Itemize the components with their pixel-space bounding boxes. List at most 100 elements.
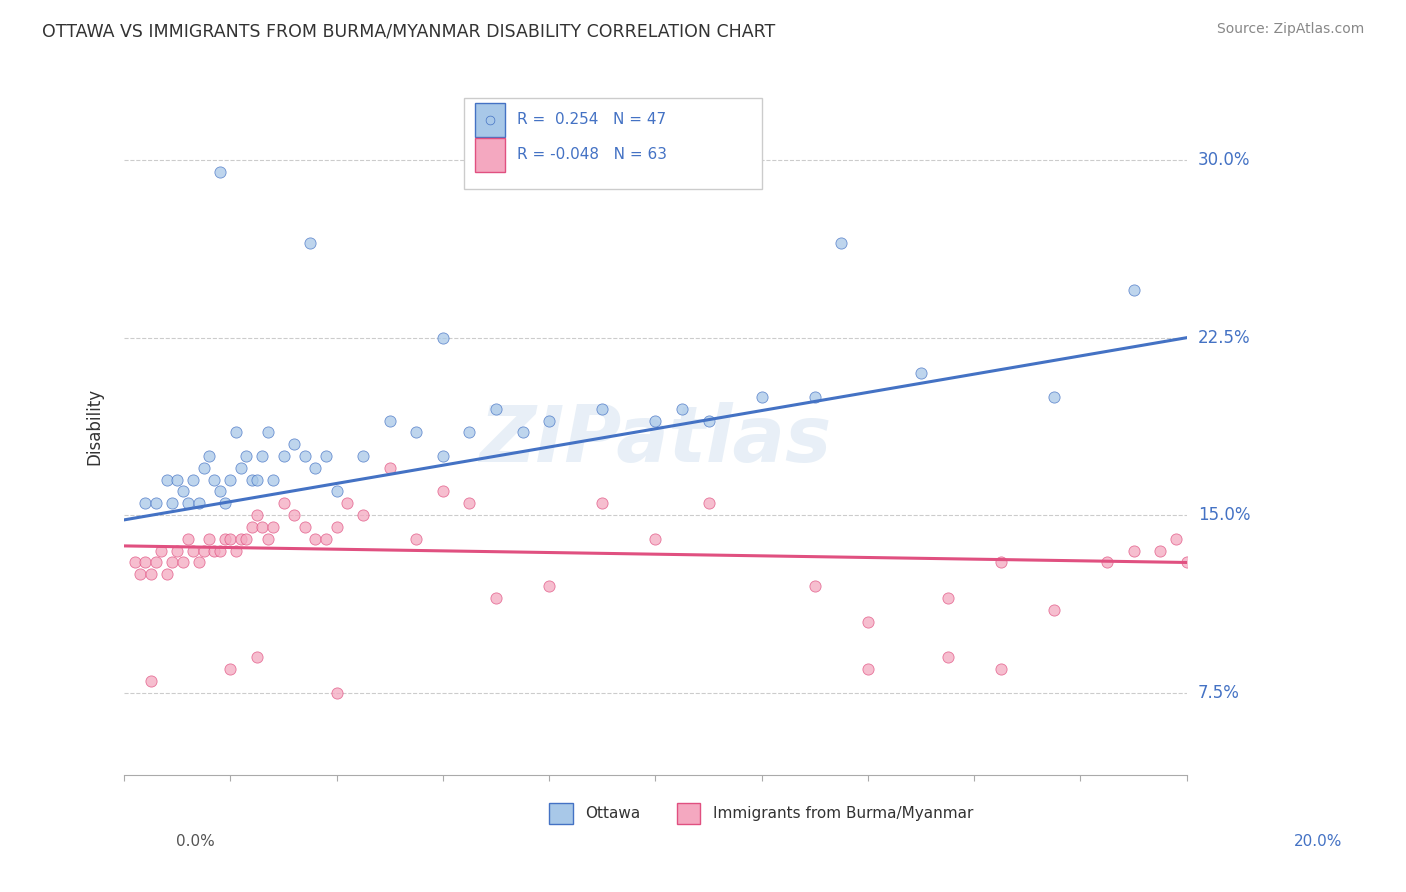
Point — [240, 473, 263, 487]
Point — [256, 425, 278, 440]
Point — [139, 673, 162, 688]
Point — [160, 496, 183, 510]
Point — [990, 556, 1012, 570]
FancyBboxPatch shape — [475, 103, 505, 136]
Point — [219, 662, 242, 676]
Point — [208, 165, 231, 179]
Point — [1175, 556, 1198, 570]
Point — [252, 449, 274, 463]
Point — [187, 556, 209, 570]
Point — [214, 496, 236, 510]
Point — [1149, 543, 1171, 558]
Text: R =  0.254   N = 47: R = 0.254 N = 47 — [517, 112, 666, 127]
Point — [229, 460, 252, 475]
Text: 20.0%: 20.0% — [1295, 834, 1343, 849]
Point — [352, 449, 374, 463]
Point — [804, 390, 827, 404]
Point — [325, 685, 347, 699]
Point — [172, 556, 194, 570]
Point — [1229, 543, 1251, 558]
Point — [1122, 284, 1144, 298]
Point — [235, 449, 257, 463]
Point — [315, 449, 337, 463]
Point — [512, 425, 534, 440]
Point — [1187, 543, 1209, 558]
Point — [204, 543, 226, 558]
Point — [225, 425, 247, 440]
Point — [1308, 543, 1330, 558]
Point — [283, 437, 305, 451]
Point — [405, 425, 427, 440]
Point — [204, 473, 226, 487]
Point — [198, 532, 221, 546]
Point — [172, 484, 194, 499]
Point — [219, 473, 242, 487]
Text: ZIPatlas: ZIPatlas — [479, 402, 831, 478]
Point — [166, 543, 188, 558]
Point — [325, 484, 347, 499]
Point — [124, 556, 146, 570]
Point — [485, 591, 508, 605]
Point — [315, 532, 337, 546]
Point — [644, 413, 666, 427]
Text: 22.5%: 22.5% — [1198, 328, 1250, 347]
Point — [458, 496, 481, 510]
Point — [432, 449, 454, 463]
Point — [830, 235, 852, 250]
Point — [856, 662, 879, 676]
Point — [294, 520, 316, 534]
Point — [156, 567, 179, 582]
Point — [156, 473, 179, 487]
Point — [246, 508, 269, 523]
Point — [1043, 390, 1066, 404]
Point — [644, 532, 666, 546]
Text: OTTAWA VS IMMIGRANTS FROM BURMA/MYANMAR DISABILITY CORRELATION CHART: OTTAWA VS IMMIGRANTS FROM BURMA/MYANMAR … — [42, 22, 776, 40]
Point — [262, 520, 284, 534]
Point — [181, 473, 204, 487]
Point — [246, 473, 269, 487]
Point — [139, 567, 162, 582]
Point — [591, 401, 613, 416]
Text: 0.0%: 0.0% — [176, 834, 215, 849]
Point — [804, 579, 827, 593]
Point — [219, 532, 242, 546]
FancyBboxPatch shape — [475, 138, 505, 171]
Point — [198, 449, 221, 463]
Point — [134, 556, 156, 570]
Text: 30.0%: 30.0% — [1198, 152, 1250, 169]
Point — [214, 532, 236, 546]
Text: 7.5%: 7.5% — [1198, 683, 1240, 702]
Point — [1043, 603, 1066, 617]
Point — [166, 473, 188, 487]
Point — [235, 532, 257, 546]
Point — [1164, 532, 1187, 546]
Point — [145, 556, 167, 570]
Point — [177, 532, 200, 546]
Point — [910, 366, 932, 380]
Point — [129, 567, 152, 582]
Point — [256, 532, 278, 546]
Y-axis label: Disability: Disability — [86, 388, 103, 465]
Point — [160, 556, 183, 570]
Point — [378, 413, 401, 427]
Point — [187, 496, 209, 510]
Text: 15.0%: 15.0% — [1198, 506, 1250, 524]
Point — [150, 543, 173, 558]
Point — [273, 496, 295, 510]
Point — [591, 496, 613, 510]
Point — [252, 520, 274, 534]
Point — [1095, 556, 1118, 570]
Point — [405, 532, 427, 546]
Text: Ottawa: Ottawa — [585, 806, 641, 822]
FancyBboxPatch shape — [464, 98, 762, 189]
Point — [229, 532, 252, 546]
Point — [936, 591, 959, 605]
Point — [208, 543, 231, 558]
Text: Source: ZipAtlas.com: Source: ZipAtlas.com — [1216, 22, 1364, 37]
Point — [193, 543, 215, 558]
Point — [485, 401, 508, 416]
Point — [432, 484, 454, 499]
Point — [1256, 556, 1278, 570]
Point — [294, 449, 316, 463]
Point — [325, 520, 347, 534]
